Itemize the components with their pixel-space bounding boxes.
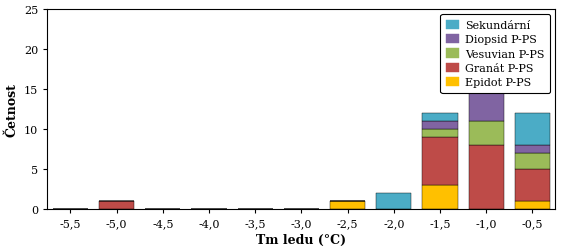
Bar	[515, 153, 550, 169]
Bar	[515, 145, 550, 153]
Bar	[422, 185, 458, 209]
Bar	[468, 145, 504, 209]
Bar	[515, 113, 550, 145]
Y-axis label: Četnost: Četnost	[6, 82, 19, 136]
Bar	[468, 41, 504, 73]
Bar	[422, 121, 458, 129]
Bar	[422, 137, 458, 185]
Bar	[515, 169, 550, 201]
Bar	[515, 201, 550, 209]
Bar	[422, 129, 458, 137]
Bar	[330, 201, 365, 209]
Bar	[376, 193, 411, 209]
X-axis label: Tm ledu (°C): Tm ledu (°C)	[256, 234, 347, 246]
Bar	[99, 201, 134, 209]
Bar	[468, 73, 504, 121]
Legend: Sekundární, Diopsid P-PS, Vesuvian P-PS, Granát P-PS, Epidot P-PS: Sekundární, Diopsid P-PS, Vesuvian P-PS,…	[440, 15, 550, 94]
Bar	[422, 113, 458, 121]
Bar	[468, 121, 504, 145]
